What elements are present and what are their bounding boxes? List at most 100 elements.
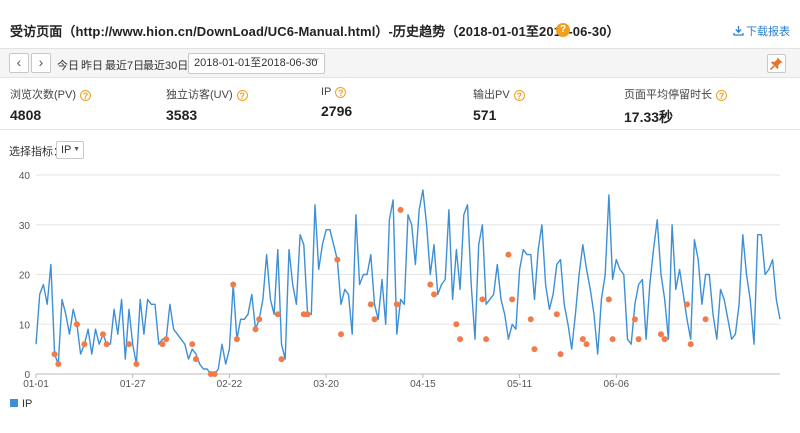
pin-button[interactable] [767, 54, 786, 73]
data-point [479, 296, 486, 303]
data-point [230, 281, 237, 288]
x-tick-label: 01-01 [23, 379, 49, 390]
data-point [51, 351, 58, 358]
y-tick-label: 40 [19, 171, 31, 182]
data-point [133, 361, 140, 368]
metric-value: 17.33秒 [624, 109, 674, 125]
data-point [189, 341, 196, 348]
data-point [579, 336, 586, 343]
x-tick-label: 04-15 [410, 379, 436, 390]
y-axis: 0 10 20 30 40 [19, 171, 780, 381]
metric-label: 页面平均停留时长 [624, 89, 712, 101]
range-last-30-days[interactable]: 最近30日 [143, 60, 189, 72]
data-point [483, 336, 490, 343]
metric-selector-value: IP [61, 144, 72, 156]
x-tick-label: 01-27 [120, 379, 146, 390]
data-point [527, 316, 534, 323]
download-icon [733, 26, 744, 36]
data-point [605, 296, 612, 303]
data-point [457, 336, 464, 343]
data-point [702, 316, 709, 323]
help-icon[interactable]: ? [236, 90, 248, 101]
data-point [557, 351, 564, 358]
legend-label: IP [22, 398, 33, 410]
metric-value: 3583 [166, 107, 198, 123]
data-point [334, 256, 341, 263]
metric-label: 独立访客(UV) [166, 89, 233, 101]
data-point [427, 281, 434, 288]
metric-avg-duration: 页面平均停留时长? 17.33秒 [624, 86, 727, 127]
markers [51, 206, 709, 377]
data-point [103, 341, 110, 348]
download-report-link[interactable]: 下载报表 [733, 23, 790, 39]
date-range-picker[interactable]: 2018-01-01至2018-06-30 ﹀ [188, 53, 325, 74]
title-bar: 受访页面（http://www.hion.cn/DownLoad/UC6-Man… [0, 0, 800, 52]
next-period-button[interactable]: › [31, 53, 51, 73]
data-point [393, 301, 400, 308]
data-point [371, 316, 378, 323]
help-icon[interactable]: ? [335, 87, 347, 98]
range-yesterday[interactable]: 昨日 [81, 60, 103, 72]
x-tick-label: 05-11 [507, 379, 532, 390]
y-tick-label: 0 [24, 370, 30, 381]
data-point [609, 336, 616, 343]
data-point [304, 311, 311, 318]
data-point [583, 341, 590, 348]
data-point [55, 361, 62, 368]
x-tick-label: 06-06 [604, 379, 630, 390]
metric-value: 2796 [321, 103, 353, 119]
metric-pv: 浏览次数(PV)? 4808 [10, 86, 91, 123]
y-tick-label: 20 [19, 271, 31, 282]
metric-label: IP [321, 86, 332, 98]
metric-value: 571 [473, 107, 497, 123]
range-today[interactable]: 今日 [57, 60, 79, 72]
data-point [81, 341, 88, 348]
data-point [159, 341, 166, 348]
range-last-7-days[interactable]: 最近7日 [105, 60, 145, 72]
metric-ip: IP? 2796 [321, 86, 352, 119]
data-point [256, 316, 263, 323]
caret-down-icon: ▼ [73, 146, 80, 153]
pin-icon [769, 57, 783, 71]
data-point [233, 336, 240, 343]
legend-swatch [10, 399, 18, 407]
x-axis: 01-01 01-27 02-22 03-20 04-15 05-11 06-06 [23, 374, 630, 390]
toolbar: ‹ › 今日 昨日 最近7日 最近30日 2018-01-01至2018-06-… [0, 48, 800, 78]
metrics-summary: 浏览次数(PV)? 4808 独立访客(UV)? 3583 IP? 2796 输… [0, 86, 800, 130]
metric-uv: 独立访客(UV)? 3583 [166, 86, 248, 123]
y-tick-label: 30 [19, 221, 31, 232]
page-title: 受访页面（http://www.hion.cn/DownLoad/UC6-Man… [10, 24, 620, 39]
legend: IP [10, 398, 32, 410]
metric-selector[interactable]: IP ▼ [56, 141, 84, 159]
metric-value: 4808 [10, 107, 42, 123]
data-point [192, 356, 199, 363]
data-point [684, 301, 690, 308]
metric-label: 浏览次数(PV) [10, 89, 76, 101]
help-icon[interactable]: ? [513, 90, 525, 101]
data-point [252, 326, 259, 333]
help-icon[interactable]: ? [716, 90, 727, 101]
trend-chart: 0 10 20 30 40 01-01 01-27 02-22 03-20 04-15 05-11… [19, 171, 781, 390]
download-label: 下载报表 [746, 26, 790, 38]
x-tick-label: 03-20 [313, 379, 339, 390]
chevron-down-icon: ﹀ [309, 58, 319, 68]
data-point [126, 341, 132, 348]
data-point [505, 251, 512, 258]
data-point [163, 336, 170, 343]
grid [36, 174, 780, 375]
series-ip [35, 189, 781, 375]
help-icon[interactable]: ? [556, 23, 570, 37]
data-point [509, 296, 516, 303]
previous-period-button[interactable]: ‹ [9, 53, 29, 73]
x-tick-label: 02-22 [217, 379, 243, 390]
data-point [278, 356, 285, 363]
data-point [397, 206, 404, 213]
data-point [657, 331, 664, 338]
data-point [99, 331, 106, 338]
data-point [274, 311, 281, 318]
data-point [687, 341, 694, 348]
y-tick-label: 10 [19, 320, 31, 331]
data-point [338, 331, 345, 338]
help-icon[interactable]: ? [80, 90, 91, 101]
data-point [661, 336, 668, 343]
